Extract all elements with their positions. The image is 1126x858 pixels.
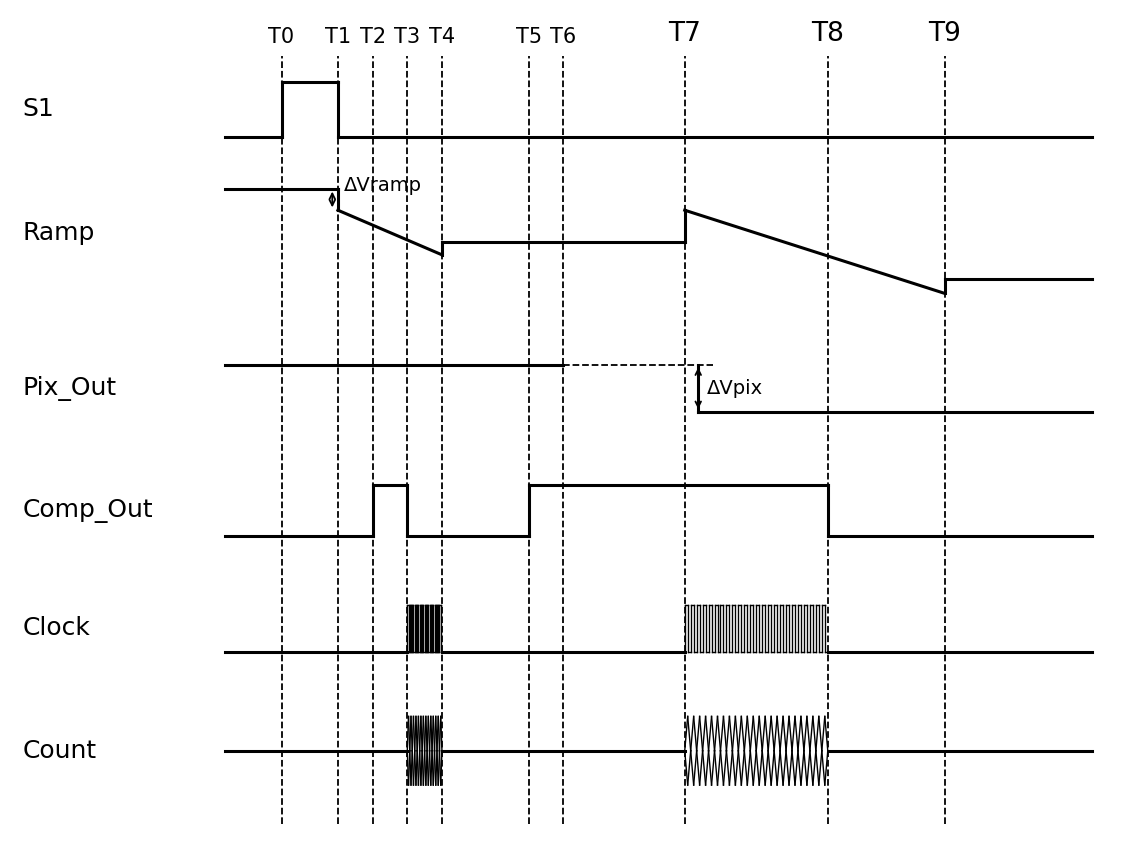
- Text: T6: T6: [551, 27, 577, 47]
- Text: T2: T2: [359, 27, 386, 47]
- Text: Pix_Out: Pix_Out: [23, 376, 117, 401]
- Text: T9: T9: [929, 21, 962, 47]
- Text: T8: T8: [812, 21, 844, 47]
- Text: ΔVramp: ΔVramp: [343, 176, 421, 195]
- Text: Count: Count: [23, 739, 97, 763]
- Text: T4: T4: [429, 27, 455, 47]
- Text: T1: T1: [324, 27, 351, 47]
- Text: T0: T0: [268, 27, 295, 47]
- Text: Ramp: Ramp: [23, 221, 95, 245]
- Text: Clock: Clock: [23, 617, 90, 640]
- Text: ΔVpix: ΔVpix: [707, 378, 763, 398]
- Text: T5: T5: [516, 27, 542, 47]
- Text: T7: T7: [669, 21, 701, 47]
- Text: Comp_Out: Comp_Out: [23, 498, 153, 523]
- Text: S1: S1: [23, 98, 54, 121]
- Text: T3: T3: [394, 27, 420, 47]
